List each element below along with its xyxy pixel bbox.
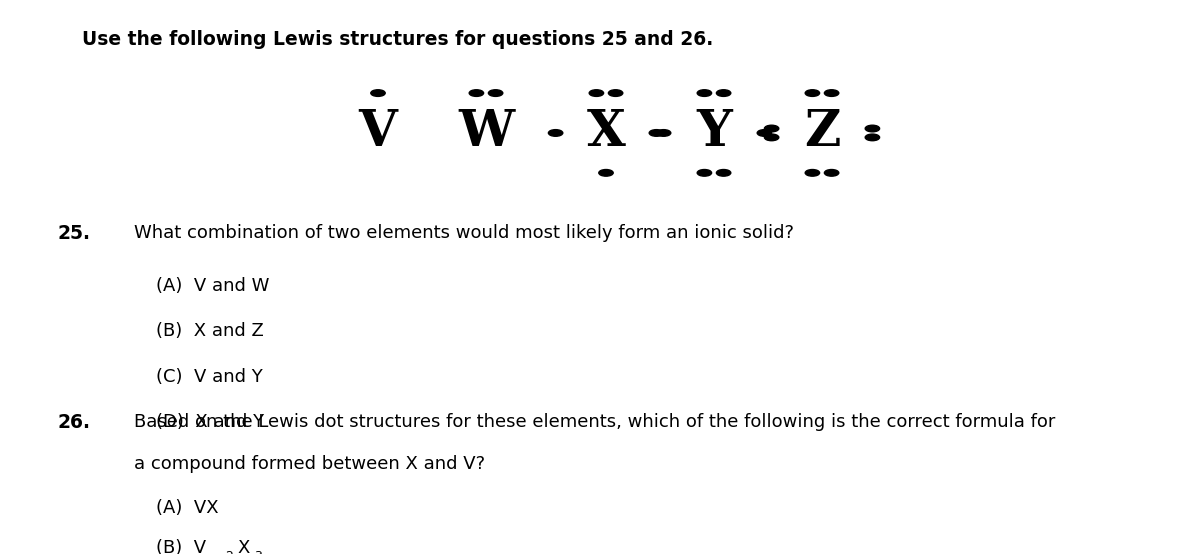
- Text: (A)  V and W: (A) V and W: [156, 277, 269, 295]
- Circle shape: [599, 170, 613, 176]
- Circle shape: [488, 90, 503, 96]
- Circle shape: [649, 130, 664, 136]
- Text: What combination of two elements would most likely form an ionic solid?: What combination of two elements would m…: [134, 224, 794, 242]
- Text: (D)  X and Y: (D) X and Y: [156, 413, 264, 431]
- Circle shape: [589, 90, 604, 96]
- Circle shape: [371, 90, 385, 96]
- Text: Use the following Lewis structures for questions 25 and 26.: Use the following Lewis structures for q…: [82, 30, 713, 49]
- Circle shape: [764, 125, 779, 132]
- Text: (A)  VX: (A) VX: [156, 499, 218, 516]
- Text: Based on the Lewis dot structures for these elements, which of the following is : Based on the Lewis dot structures for th…: [134, 413, 1056, 430]
- Circle shape: [697, 170, 712, 176]
- Text: X: X: [587, 109, 625, 157]
- Text: 3: 3: [254, 550, 263, 554]
- Text: (C)  V and Y: (C) V and Y: [156, 368, 263, 386]
- Circle shape: [824, 90, 839, 96]
- Circle shape: [764, 134, 779, 141]
- Circle shape: [697, 90, 712, 96]
- Text: Y: Y: [696, 109, 732, 157]
- Text: 26.: 26.: [58, 413, 91, 432]
- Circle shape: [757, 130, 772, 136]
- Text: V: V: [359, 109, 397, 157]
- Text: a compound formed between X and V?: a compound formed between X and V?: [134, 455, 486, 473]
- Circle shape: [805, 90, 820, 96]
- Circle shape: [469, 90, 484, 96]
- Circle shape: [805, 170, 820, 176]
- Text: Z: Z: [804, 109, 840, 157]
- Circle shape: [716, 90, 731, 96]
- Text: W: W: [458, 109, 514, 157]
- Circle shape: [865, 125, 880, 132]
- Text: (B)  X and Z: (B) X and Z: [156, 322, 264, 340]
- Circle shape: [716, 170, 731, 176]
- Circle shape: [656, 130, 671, 136]
- Circle shape: [824, 170, 839, 176]
- Circle shape: [548, 130, 563, 136]
- Text: (B)  V: (B) V: [156, 539, 206, 554]
- Text: 25.: 25.: [58, 224, 91, 243]
- Circle shape: [865, 134, 880, 141]
- Text: 2: 2: [226, 550, 234, 554]
- Circle shape: [608, 90, 623, 96]
- Text: X: X: [238, 539, 250, 554]
